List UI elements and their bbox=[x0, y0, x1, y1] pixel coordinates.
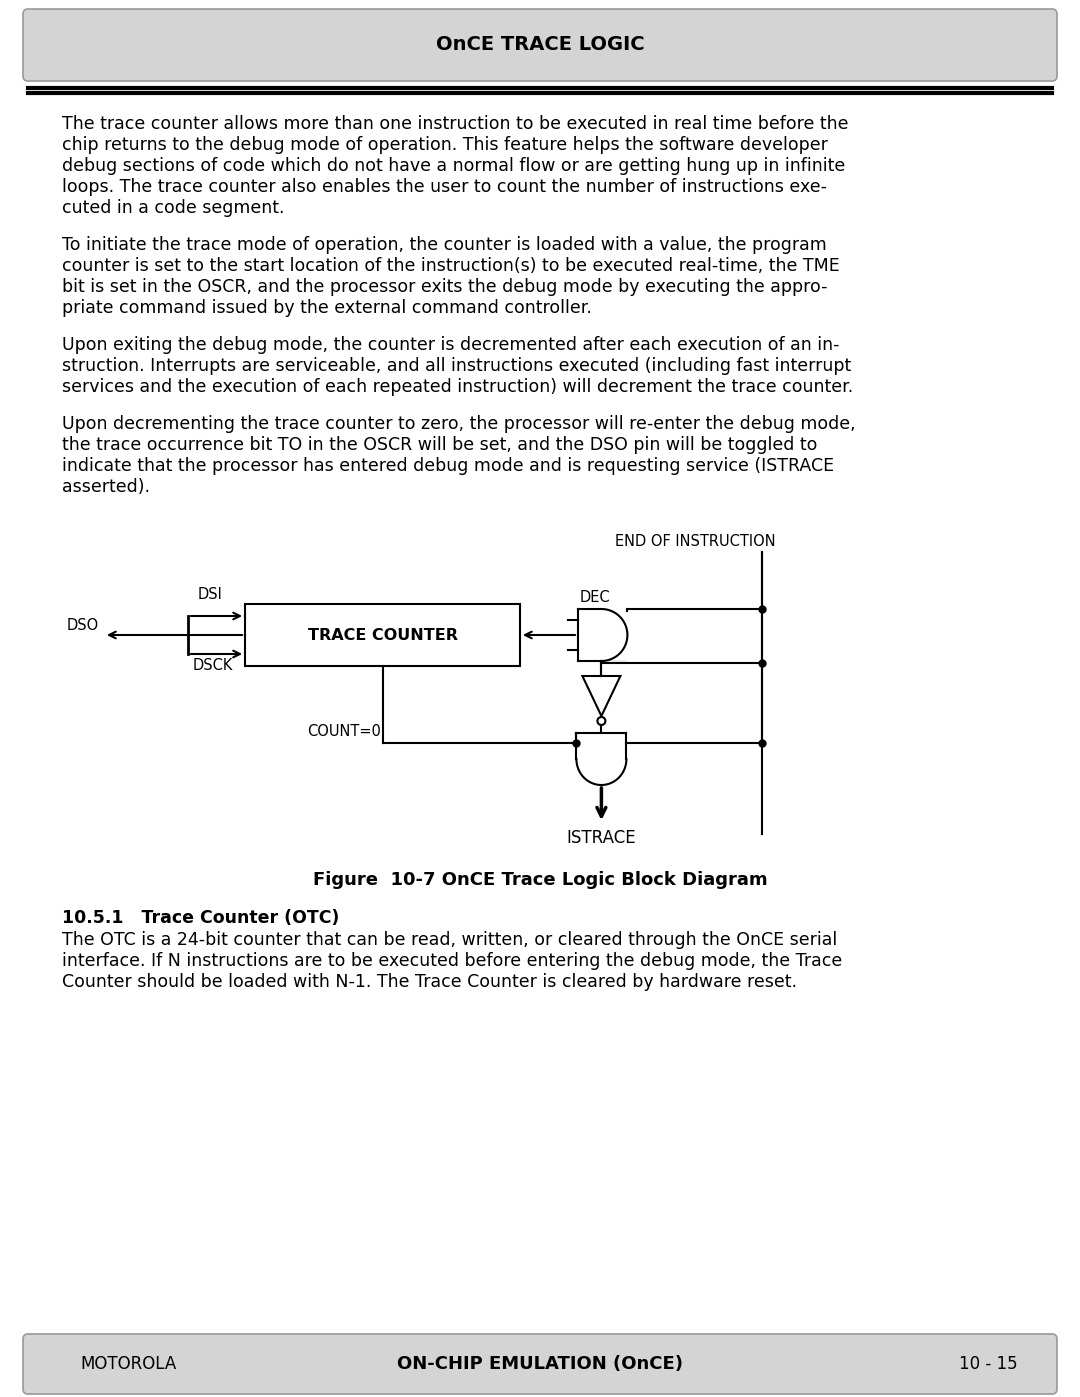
Text: ON-CHIP EMULATION (OnCE): ON-CHIP EMULATION (OnCE) bbox=[397, 1355, 683, 1373]
Bar bbox=[245, 604, 519, 666]
Text: COUNT=0: COUNT=0 bbox=[308, 724, 381, 739]
Text: priate command issued by the external command controller.: priate command issued by the external co… bbox=[62, 299, 592, 317]
Text: The trace counter allows more than one instruction to be executed in real time b: The trace counter allows more than one i… bbox=[62, 115, 849, 133]
Text: loops. The trace counter also enables the user to count the number of instructio: loops. The trace counter also enables th… bbox=[62, 177, 827, 196]
Polygon shape bbox=[582, 676, 620, 717]
Text: asserted).: asserted). bbox=[62, 478, 150, 496]
Text: Figure  10-7 OnCE Trace Logic Block Diagram: Figure 10-7 OnCE Trace Logic Block Diagr… bbox=[313, 870, 767, 888]
Text: interface. If N instructions are to be executed before entering the debug mode, : interface. If N instructions are to be e… bbox=[62, 951, 842, 970]
Text: OnCE TRACE LOGIC: OnCE TRACE LOGIC bbox=[435, 35, 645, 54]
Text: counter is set to the start location of the instruction(s) to be executed real-t: counter is set to the start location of … bbox=[62, 257, 840, 275]
Text: ISTRACE: ISTRACE bbox=[567, 828, 636, 847]
Text: To initiate the trace mode of operation, the counter is loaded with a value, the: To initiate the trace mode of operation,… bbox=[62, 236, 827, 254]
Text: END OF INSTRUCTION: END OF INSTRUCTION bbox=[615, 534, 775, 549]
Text: 10 - 15: 10 - 15 bbox=[959, 1355, 1018, 1373]
Text: the trace occurrence bit TO in the OSCR will be set, and the DSO pin will be tog: the trace occurrence bit TO in the OSCR … bbox=[62, 436, 818, 454]
Text: DSI: DSI bbox=[198, 587, 222, 602]
Text: Upon decrementing the trace counter to zero, the processor will re-enter the deb: Upon decrementing the trace counter to z… bbox=[62, 415, 855, 433]
Text: cuted in a code segment.: cuted in a code segment. bbox=[62, 198, 284, 217]
FancyBboxPatch shape bbox=[23, 8, 1057, 81]
Text: MOTOROLA: MOTOROLA bbox=[80, 1355, 176, 1373]
Circle shape bbox=[597, 717, 606, 725]
Text: DEC: DEC bbox=[580, 590, 610, 605]
FancyBboxPatch shape bbox=[23, 1334, 1057, 1394]
Text: debug sections of code which do not have a normal flow or are getting hung up in: debug sections of code which do not have… bbox=[62, 156, 846, 175]
Text: Upon exiting the debug mode, the counter is decremented after each execution of : Upon exiting the debug mode, the counter… bbox=[62, 337, 839, 353]
Text: 10.5.1   Trace Counter (OTC): 10.5.1 Trace Counter (OTC) bbox=[62, 909, 339, 928]
Text: struction. Interrupts are serviceable, and all instructions executed (including : struction. Interrupts are serviceable, a… bbox=[62, 358, 851, 374]
Text: Counter should be loaded with N-1. The Trace Counter is cleared by hardware rese: Counter should be loaded with N-1. The T… bbox=[62, 972, 797, 990]
Text: DSCK: DSCK bbox=[193, 658, 233, 673]
Text: TRACE COUNTER: TRACE COUNTER bbox=[308, 627, 458, 643]
Text: DSO: DSO bbox=[67, 617, 99, 633]
Text: services and the execution of each repeated instruction) will decrement the trac: services and the execution of each repea… bbox=[62, 379, 853, 395]
Text: The OTC is a 24-bit counter that can be read, written, or cleared through the On: The OTC is a 24-bit counter that can be … bbox=[62, 930, 837, 949]
Text: chip returns to the debug mode of operation. This feature helps the software dev: chip returns to the debug mode of operat… bbox=[62, 136, 828, 154]
Text: indicate that the processor has entered debug mode and is requesting service (IS: indicate that the processor has entered … bbox=[62, 457, 834, 475]
Text: bit is set in the OSCR, and the processor exits the debug mode by executing the : bit is set in the OSCR, and the processo… bbox=[62, 278, 827, 296]
